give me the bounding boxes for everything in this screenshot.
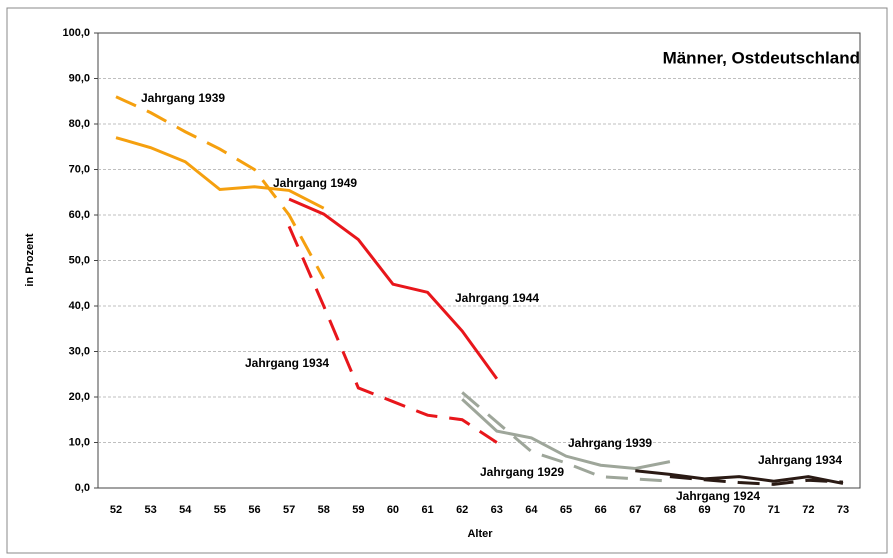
y-tick-label: 40,0 bbox=[69, 300, 90, 312]
annotation: Männer, Ostdeutschland bbox=[663, 48, 860, 67]
series-line bbox=[115, 136, 325, 210]
y-tick-label: 20,0 bbox=[69, 391, 90, 403]
x-tick-label: 72 bbox=[802, 504, 814, 516]
x-tick-label: 55 bbox=[214, 504, 226, 516]
x-tick-label: 70 bbox=[733, 504, 745, 516]
series-line bbox=[115, 95, 326, 280]
x-tick-label: 59 bbox=[352, 504, 364, 516]
x-tick-label: 66 bbox=[595, 504, 607, 516]
series-label: Jahrgang 1924 bbox=[676, 489, 760, 503]
series-label: Jahrgang 1934 bbox=[245, 356, 329, 370]
y-tick-label: 30,0 bbox=[69, 345, 90, 357]
series-line bbox=[461, 398, 671, 470]
x-tick-label: 57 bbox=[283, 504, 295, 516]
series-line bbox=[461, 391, 671, 483]
series-label: Jahrgang 1939 bbox=[141, 91, 225, 105]
y-tick-label: 60,0 bbox=[69, 209, 90, 221]
series-line bbox=[669, 475, 844, 486]
x-tick-label: 58 bbox=[318, 504, 330, 516]
chart-frame bbox=[6, 7, 888, 554]
x-tick-label: 53 bbox=[144, 504, 156, 516]
y-tick-label: 50,0 bbox=[69, 254, 90, 266]
y-tick-label: 80,0 bbox=[69, 118, 90, 130]
x-axis-label: Alter bbox=[467, 528, 493, 540]
series-label: Jahrgang 1934 bbox=[758, 453, 842, 467]
x-tick-label: 52 bbox=[110, 504, 122, 516]
series-line bbox=[287, 225, 498, 444]
x-tick-label: 73 bbox=[837, 504, 849, 516]
y-tick-label: 100,0 bbox=[62, 27, 90, 39]
x-tick-label: 71 bbox=[768, 504, 780, 516]
x-tick-label: 60 bbox=[387, 504, 399, 516]
series-label: Jahrgang 1939 bbox=[568, 436, 652, 450]
x-tick-label: 56 bbox=[248, 504, 260, 516]
y-tick-label: 70,0 bbox=[69, 163, 90, 175]
y-axis-label: in Prozent bbox=[24, 233, 36, 287]
series-label: Jahrgang 1949 bbox=[273, 176, 357, 190]
x-tick-label: 63 bbox=[491, 504, 503, 516]
x-tick-label: 61 bbox=[421, 504, 433, 516]
x-tick-label: 69 bbox=[698, 504, 710, 516]
series-line bbox=[288, 197, 499, 380]
series-line bbox=[635, 469, 844, 485]
x-tick-label: 67 bbox=[629, 504, 641, 516]
series-label: Jahrgang 1929 bbox=[480, 465, 564, 479]
x-tick-label: 68 bbox=[664, 504, 676, 516]
x-tick-label: 65 bbox=[560, 504, 572, 516]
x-tick-label: 62 bbox=[456, 504, 468, 516]
x-tick-label: 54 bbox=[179, 504, 192, 516]
y-tick-label: 90,0 bbox=[69, 72, 90, 84]
y-tick-label: 0,0 bbox=[75, 482, 90, 494]
x-tick-label: 64 bbox=[525, 504, 538, 516]
series-label: Jahrgang 1944 bbox=[455, 291, 539, 305]
y-tick-label: 10,0 bbox=[69, 436, 90, 448]
